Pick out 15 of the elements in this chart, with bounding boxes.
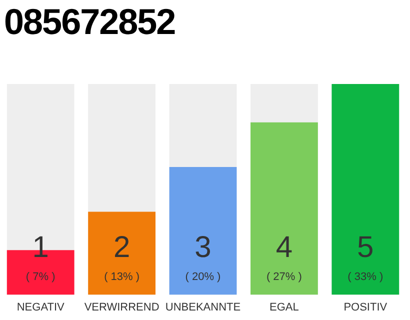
- data-label: ( 20% ): [185, 270, 221, 283]
- annotation: 4: [276, 231, 293, 264]
- annotation: 5: [357, 231, 374, 264]
- annotation: 2: [113, 231, 130, 264]
- data-label: ( 27% ): [266, 270, 302, 283]
- x-tick-label: EGAL: [270, 301, 299, 314]
- data-label: ( 13% ): [104, 270, 140, 283]
- data-label: ( 7% ): [26, 270, 56, 283]
- x-tick-label: POSITIV: [344, 301, 388, 314]
- data-label: ( 33% ): [348, 270, 384, 283]
- annotation: 3: [194, 231, 212, 264]
- x-tick-label: NEGATIV: [16, 301, 65, 314]
- chart-title: 085672852: [4, 0, 176, 44]
- x-tick-label: VERWIRREND: [84, 301, 160, 314]
- x-tick-label: UNBEKANNTE: [165, 301, 241, 314]
